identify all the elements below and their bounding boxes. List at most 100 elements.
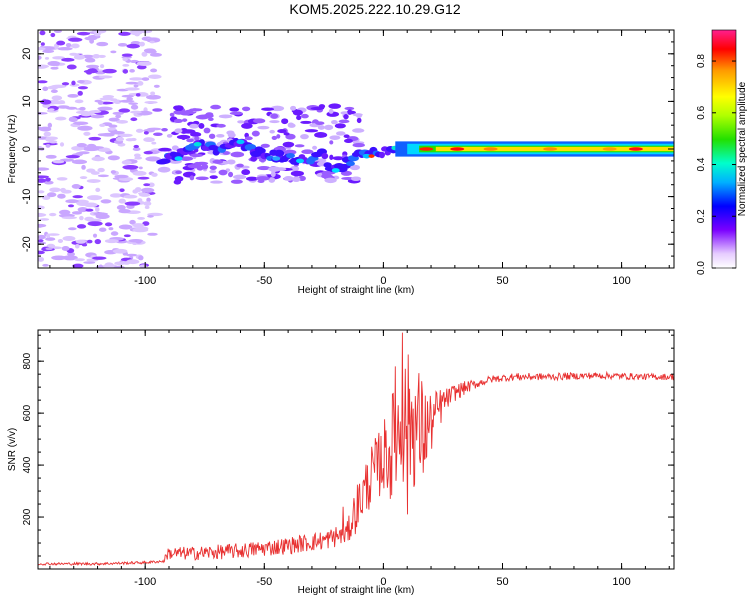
heatmap-cell (65, 106, 78, 110)
heatmap-cell (123, 234, 131, 238)
heatmap-cell (130, 104, 139, 110)
heatmap-cell (332, 156, 344, 161)
heatmap-cell (92, 30, 107, 34)
heatmap-cell (42, 49, 55, 54)
heatmap-cell (50, 84, 67, 89)
heatmap-cell (81, 164, 86, 170)
heatmap-cell (304, 129, 319, 133)
heatmap-cell (236, 163, 244, 168)
heatmap-cell (124, 201, 141, 206)
heatmap-cell (134, 187, 142, 193)
heatmap-cell (349, 164, 361, 171)
heatmap-cell (130, 137, 137, 142)
heatmap-cell (143, 201, 152, 206)
heatmap-cell (77, 86, 88, 90)
heatmap-cell (67, 251, 75, 257)
heatmap-cell (270, 167, 278, 173)
heatmap-cell (104, 262, 114, 267)
heatmap-cell (137, 176, 150, 180)
heatmap-cell (179, 156, 194, 161)
heatmap-cell (93, 212, 109, 216)
heatmap-cell (85, 64, 100, 69)
heatmap-cell (189, 108, 203, 112)
heatmap-cell (39, 218, 50, 221)
heatmap-cell (158, 158, 171, 164)
colorbar-label: Normalized spectral amplitude (737, 81, 748, 216)
heatmap-cell (132, 227, 149, 233)
heatmap-cell (324, 177, 337, 184)
heatmap-cell (346, 161, 355, 167)
heatmap-cell (122, 164, 139, 170)
heatmap-cell (292, 109, 303, 116)
heatmap-cell (79, 215, 84, 221)
heatmap-cell (296, 158, 305, 164)
heatmap-cell (139, 30, 153, 34)
heatmap-cell (128, 102, 139, 105)
heatmap-cell (50, 89, 58, 93)
heatmap-cell (90, 171, 100, 175)
heatmap-cell (126, 259, 140, 265)
heatmap-cell (61, 57, 75, 62)
heatmap-cell (130, 117, 138, 122)
heatmap-cell (338, 119, 350, 124)
heatmap-cell (151, 141, 157, 145)
heatmap-cell (227, 132, 236, 138)
chart-title: KOM5.2025.222.10.29.G12 (289, 1, 461, 17)
heatmap-cell (628, 147, 643, 151)
heatmap-cell (329, 140, 334, 145)
heatmap-cell (138, 166, 143, 170)
heatmap-cell (116, 120, 129, 124)
heatmap-cell (61, 216, 77, 220)
heatmap-cell (272, 156, 281, 161)
heatmap-cell (49, 187, 61, 193)
heatmap-cell (38, 178, 47, 183)
heatmap-cell (77, 90, 83, 96)
heatmap-cell (150, 68, 158, 73)
heatmap-cell (331, 168, 340, 173)
heatmap-cell (190, 132, 202, 137)
heatmap-cell (143, 137, 155, 143)
heatmap-cell (108, 227, 114, 231)
heatmap-cell (108, 117, 120, 122)
heatmap-cell (208, 133, 216, 139)
heatmap-cell (140, 187, 155, 193)
heatmap-cell (104, 239, 119, 244)
heatmap-cell (61, 245, 70, 251)
heatmap-cell (218, 169, 228, 176)
heatmap-cell (83, 131, 91, 136)
y-tick-label: -10 (21, 189, 33, 205)
heatmap-cell (62, 235, 76, 242)
heatmap-cell (269, 129, 275, 134)
heatmap-cell (94, 238, 102, 245)
heatmap-cell (315, 121, 325, 126)
heatmap-cell (281, 118, 289, 125)
heatmap-cell (76, 224, 87, 229)
heatmap-cell (175, 105, 184, 111)
heatmap-cell (343, 134, 350, 138)
x-axis-label: Height of straight line (km) (298, 585, 415, 596)
heatmap-cell (110, 231, 119, 236)
heatmap-cell (318, 104, 326, 109)
heatmap-cell (40, 42, 45, 46)
heatmap-cell (129, 110, 142, 114)
heatmap-cell (47, 233, 60, 236)
colorbar-tick-label: 0.0 (696, 261, 707, 275)
heatmap-cell (173, 179, 182, 185)
y-axis-label: SNR (v/v) (7, 428, 18, 471)
heatmap-cell (133, 144, 139, 149)
heatmap-cell (287, 123, 296, 128)
heatmap-cell (233, 174, 247, 180)
heatmap-cell (109, 98, 118, 102)
heatmap-cell (251, 130, 260, 137)
heatmap-cell (87, 68, 98, 73)
heatmap-cell (119, 188, 125, 193)
heatmap-cell (283, 149, 297, 155)
heatmap-cell (124, 87, 140, 91)
heatmap-cell (47, 122, 53, 128)
heatmap-cell (268, 177, 276, 183)
heatmap-cell (189, 123, 199, 129)
heatmap-cell (147, 215, 154, 218)
heatmap-cell (49, 140, 58, 144)
heatmap-cell (209, 175, 218, 180)
heatmap-cell (51, 95, 63, 101)
